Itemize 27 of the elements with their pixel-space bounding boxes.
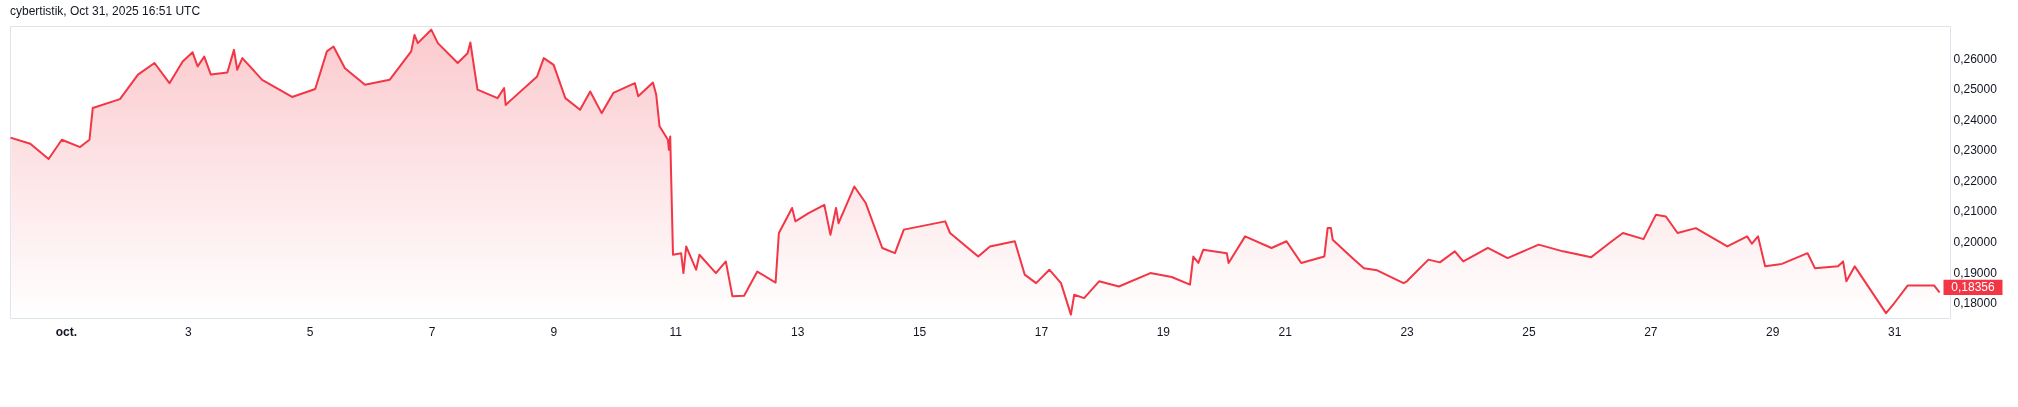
x-tick-label: 13	[790, 324, 805, 339]
y-tick-label: 0,24000	[1953, 112, 1998, 127]
x-tick-label: 15	[912, 324, 927, 339]
y-tick-label: 0,25000	[1953, 82, 1998, 97]
x-tick-label: 17	[1034, 324, 1049, 339]
x-tick-label: 3	[184, 324, 192, 339]
x-tick-label: 21	[1278, 324, 1293, 339]
x-tick-label: 11	[669, 324, 683, 339]
y-tick-label: 0,19000	[1953, 265, 1998, 280]
x-tick-label: 9	[550, 324, 558, 339]
x-tick-label: 25	[1522, 324, 1536, 339]
y-tick-label: 0,26000	[1953, 51, 1998, 66]
x-tick-label: 23	[1400, 324, 1415, 339]
x-tick-label: 5	[306, 324, 314, 339]
x-tick-label: oct.	[55, 324, 78, 339]
y-tick-label: 0,18000	[1953, 296, 1998, 311]
x-tick-label: 19	[1156, 324, 1171, 339]
x-tick-label: 31	[1887, 324, 1902, 339]
y-tick-label: 0,22000	[1953, 173, 1998, 188]
x-tick-label: 7	[428, 324, 436, 339]
y-tick-label: 0,21000	[1953, 204, 1998, 219]
x-tick-label: 27	[1644, 324, 1658, 339]
data-label: 0,18356	[1951, 280, 1996, 295]
chart-title: cybertistik, Oct 31, 2025 16:51 UTC	[10, 4, 201, 18]
x-tick-label: 29	[1766, 324, 1780, 339]
y-tick-label: 0,20000	[1953, 235, 1998, 250]
y-tick-label: 0,23000	[1953, 143, 1998, 158]
